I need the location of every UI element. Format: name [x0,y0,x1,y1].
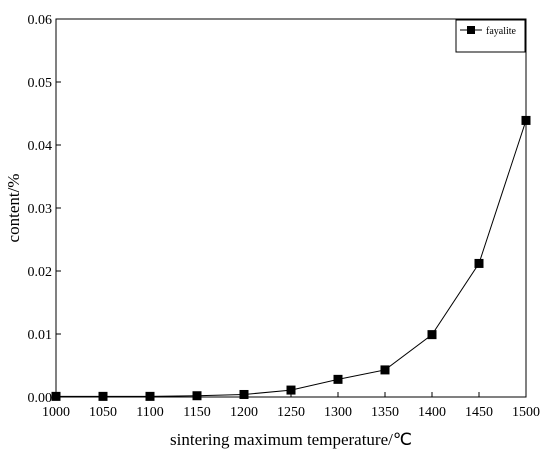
x-tick-label: 1300 [324,405,352,420]
data-point [427,330,437,340]
data-point [286,385,296,395]
x-tick-label: 1000 [42,405,70,420]
data-point [239,389,249,399]
data-point [333,374,343,384]
data-point [98,391,108,401]
data-point [145,391,155,401]
x-tick-label: 1350 [371,405,399,420]
x-tick-label: 1450 [465,405,493,420]
data-point [192,391,202,401]
y-tick-label: 0.04 [28,139,53,154]
series-line-fayalite [56,120,527,397]
y-tick-label: 0.06 [28,13,53,28]
x-tick-label: 1250 [277,405,305,420]
legend-label: fayalite [486,26,517,37]
y-tick-label: 0.05 [28,76,53,91]
y-tick-label: 0.01 [28,328,53,343]
data-point [521,115,531,125]
x-tick-label: 1500 [512,405,540,420]
x-tick-label: 1050 [89,405,117,420]
x-tick-label: 1100 [136,405,163,420]
legend-marker [467,26,475,34]
data-point [474,258,484,268]
y-tick-label: 0.00 [28,391,53,406]
legend: fayalite [455,19,526,53]
x-tick-label: 1150 [183,405,210,420]
x-axis-label: sintering maximum temperature/℃ [170,430,412,449]
y-axis-label: content/% [4,174,23,243]
y-tick-label: 0.02 [28,265,53,280]
y-tick-label: 0.03 [28,202,53,217]
x-tick-label: 1400 [418,405,446,420]
data-point [380,365,390,375]
plot-frame [55,18,527,398]
legend-box [455,19,526,53]
series-layer [51,115,531,401]
x-tick-label: 1200 [230,405,258,420]
data-point [51,391,61,401]
axes: 1000 1050 1100 1150 1200 1250 1300 1350 1400 1450… [28,13,541,420]
